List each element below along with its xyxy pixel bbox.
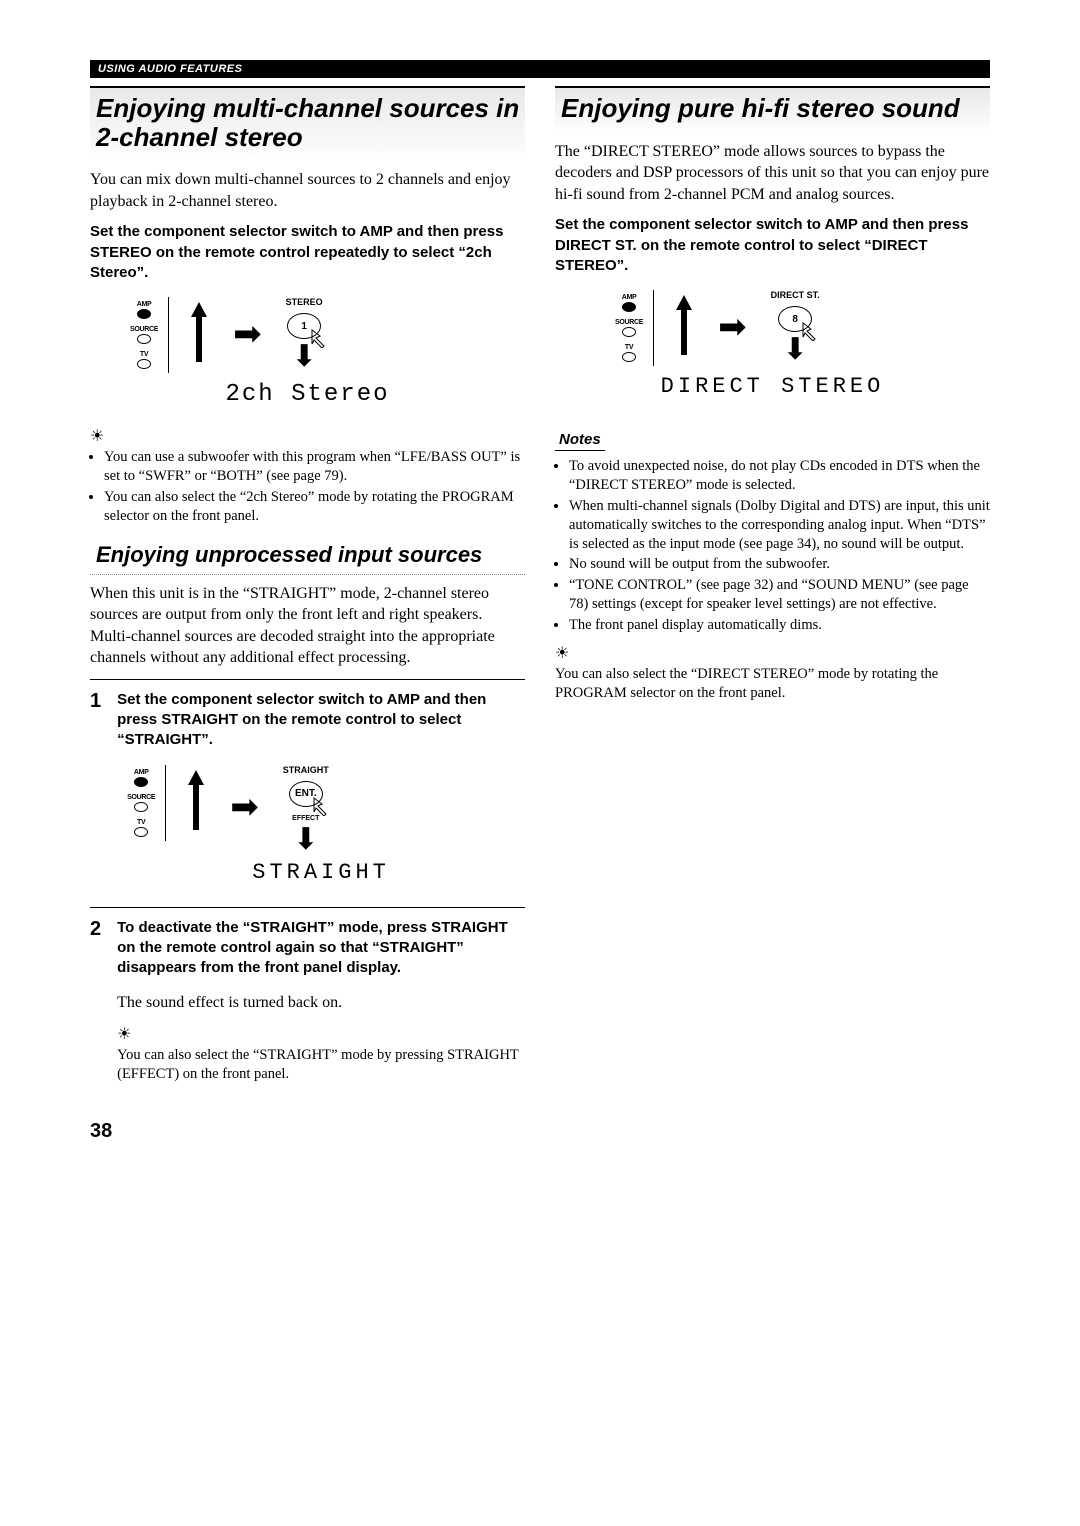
right-arrow-icon: ➡	[230, 791, 259, 825]
press-hand-icon	[312, 796, 332, 816]
button-label: DIRECT ST.	[771, 290, 820, 300]
selector-switch: AMP SOURCE TV	[127, 765, 166, 841]
up-arrow-icon	[674, 290, 694, 360]
diagram-direct: AMP SOURCE TV ➡ DIRECT ST. 8 ⬇	[615, 290, 990, 366]
section-title-unprocessed: Enjoying unprocessed input sources	[90, 538, 525, 575]
tip-icon: ☀	[117, 1024, 131, 1044]
step-number: 2	[90, 918, 101, 1084]
button-column: STRAIGHT ENT. EFFECT ⬇	[283, 765, 329, 852]
section-header: USING AUDIO FEATURES	[90, 60, 990, 78]
intro-text: When this unit is in the “STRAIGHT” mode…	[90, 583, 525, 669]
right-column: Enjoying pure hi-fi stereo sound The “DI…	[555, 86, 990, 1084]
step-body: To deactivate the “STRAIGHT” mode, press…	[117, 918, 525, 1084]
tip-text: You can also select the “DIRECT STEREO” …	[555, 665, 990, 703]
up-arrow-icon	[189, 297, 209, 367]
straight-button: ENT.	[289, 781, 323, 807]
right-arrow-icon: ➡	[718, 311, 747, 345]
instruction-text: Set the component selector switch to AMP…	[90, 222, 525, 283]
lcd-display-straight: STRAIGHT	[117, 860, 525, 885]
press-hand-icon	[801, 321, 821, 341]
notes-list: To avoid unexpected noise, do not play C…	[555, 457, 990, 635]
tip-icon: ☀	[90, 426, 104, 446]
left-column: Enjoying multi-channel sources in 2-chan…	[90, 86, 525, 1084]
button-column: STEREO 1 ⬇	[286, 297, 323, 369]
page-number: 38	[90, 1120, 990, 1143]
step-instruction: Set the component selector switch to AMP…	[117, 690, 525, 751]
step-2: 2 To deactivate the “STRAIGHT” mode, pre…	[90, 907, 525, 1084]
note-item: To avoid unexpected noise, do not play C…	[569, 457, 990, 495]
button-number: 8	[792, 314, 798, 325]
note-item: When multi-channel signals (Dolby Digita…	[569, 497, 990, 554]
note-item: “TONE CONTROL” (see page 32) and “SOUND …	[569, 576, 990, 614]
press-hand-icon	[310, 328, 330, 348]
selector-switch: AMP SOURCE TV	[615, 290, 654, 366]
tip-icon: ☀	[555, 643, 569, 663]
step-after-text: The sound effect is turned back on.	[117, 992, 525, 1014]
down-arrow-icon: ⬇	[293, 828, 318, 852]
instruction-text: Set the component selector switch to AMP…	[555, 215, 990, 276]
diagram-straight: AMP SOURCE TV ➡ STRAIGHT ENT. EFFECT ⬇	[127, 765, 525, 852]
switch-tv-dot	[137, 359, 151, 369]
note-item: No sound will be output from the subwoof…	[569, 555, 990, 574]
step-body: Set the component selector switch to AMP…	[117, 690, 525, 897]
up-arrow-icon	[186, 765, 206, 835]
selector-switch: AMP SOURCE TV	[130, 297, 169, 373]
switch-source-label: SOURCE	[130, 326, 158, 333]
section-title-hifi: Enjoying pure hi-fi stereo sound	[555, 86, 990, 133]
lcd-display-2ch: 2ch Stereo	[90, 381, 525, 408]
tips-list: You can use a subwoofer with this progra…	[90, 448, 525, 525]
stereo-button: 1	[287, 313, 321, 339]
tip-item: You can also select the “2ch Stereo” mod…	[104, 488, 525, 526]
button-label: STEREO	[286, 297, 323, 307]
effect-label: EFFECT	[292, 815, 319, 822]
switch-amp-dot	[137, 309, 151, 319]
direct-button: 8	[778, 306, 812, 332]
notes-header: Notes	[555, 429, 605, 451]
step-instruction: To deactivate the “STRAIGHT” mode, press…	[117, 918, 525, 979]
down-arrow-icon: ⬇	[783, 338, 808, 362]
switch-amp-label: AMP	[137, 301, 152, 308]
intro-text: The “DIRECT STEREO” mode allows sources …	[555, 141, 990, 206]
switch-tv-label: TV	[140, 351, 148, 358]
button-label: STRAIGHT	[283, 765, 329, 775]
step-number: 1	[90, 690, 101, 897]
note-item: The front panel display automatically di…	[569, 616, 990, 635]
down-arrow-icon: ⬇	[292, 345, 317, 369]
step-tip: You can also select the “STRAIGHT” mode …	[117, 1046, 525, 1084]
diagram-stereo: AMP SOURCE TV ➡ STEREO 1 ⬇	[130, 297, 525, 373]
button-number: 1	[301, 321, 307, 332]
tip-item: You can use a subwoofer with this progra…	[104, 448, 525, 486]
switch-source-dot	[137, 334, 151, 344]
intro-text: You can mix down multi-channel sources t…	[90, 169, 525, 212]
section-title-multichannel: Enjoying multi-channel sources in 2-chan…	[90, 86, 525, 161]
step-1: 1 Set the component selector switch to A…	[90, 679, 525, 897]
right-arrow-icon: ➡	[233, 318, 262, 352]
two-column-layout: Enjoying multi-channel sources in 2-chan…	[90, 86, 990, 1084]
lcd-display-direct: DIRECT STEREO	[555, 374, 990, 399]
button-column: DIRECT ST. 8 ⬇	[771, 290, 820, 362]
